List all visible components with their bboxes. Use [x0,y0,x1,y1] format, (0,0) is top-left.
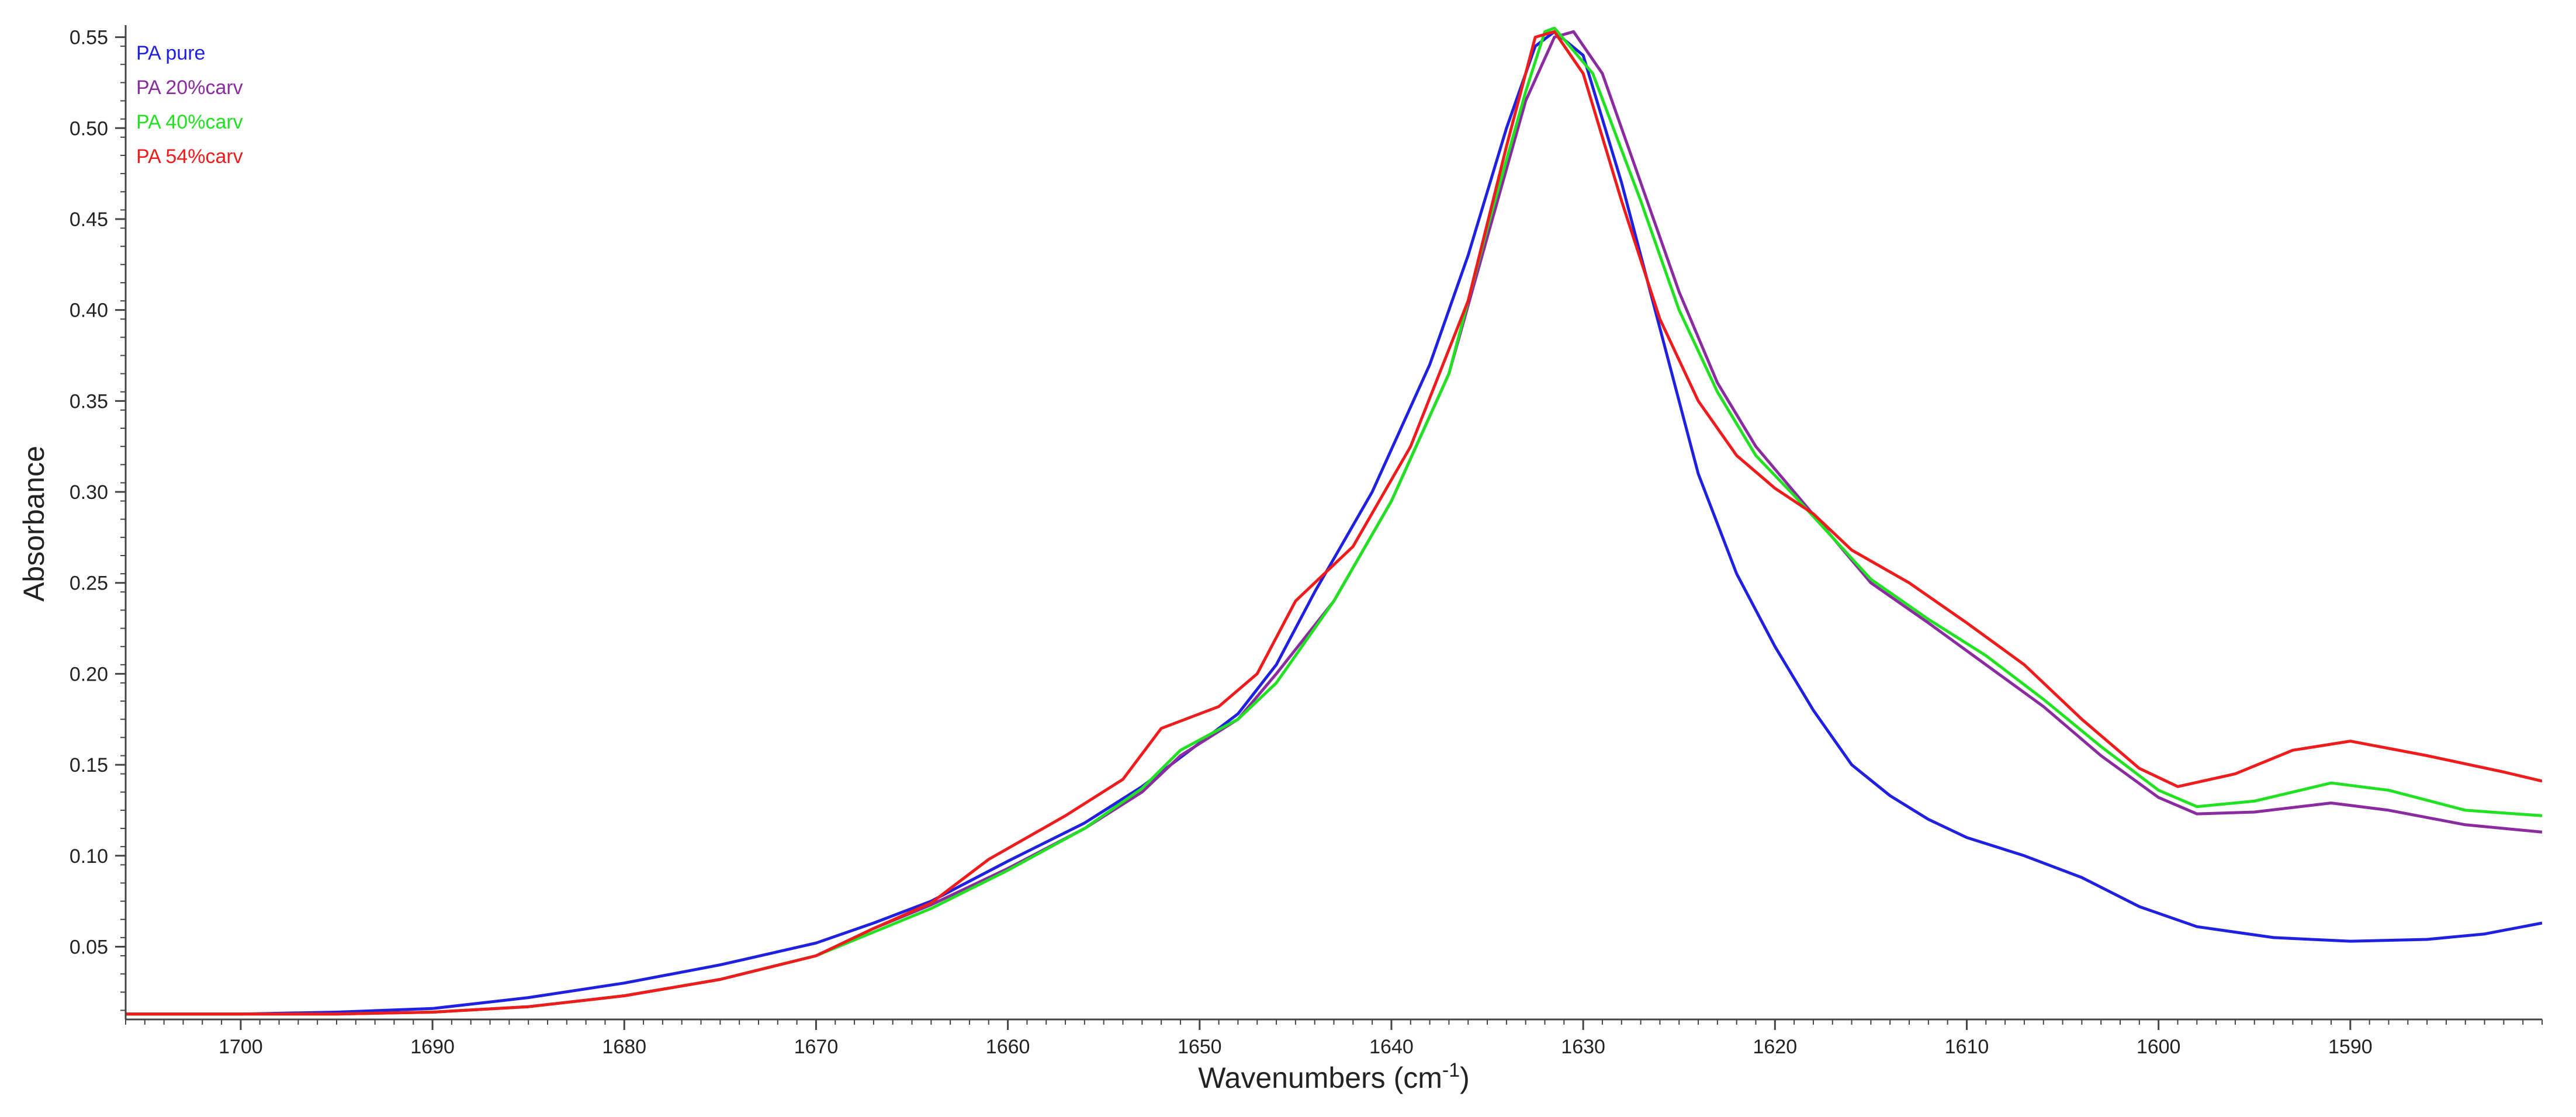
y-tick-label: 0.30 [70,481,108,504]
x-axis-title: Wavenumbers (cm-1) [1198,1059,1470,1094]
y-tick-label: 0.45 [70,209,108,231]
x-tick-label: 1600 [2137,1036,2181,1058]
y-tick-label: 0.50 [70,117,108,140]
legend-entry-1: PA pure [136,42,205,64]
x-tick-label: 1660 [986,1036,1030,1058]
x-tick-label: 1590 [2328,1036,2373,1058]
y-tick-label: 0.15 [70,754,108,776]
series-line-3 [126,27,2542,1016]
x-tick-label: 1700 [219,1036,263,1058]
y-tick-label: 0.55 [70,27,108,49]
y-axis-title: Absorbance [18,446,50,602]
y-tick-label: 0.10 [70,845,108,868]
y-tick-label: 0.25 [70,573,108,595]
x-tick-label: 1690 [410,1036,455,1058]
x-tick-label: 1640 [1369,1036,1414,1058]
y-tick-label: 0.35 [70,390,108,412]
series-line-1 [126,30,2542,1016]
x-tick-label: 1630 [1561,1036,1605,1058]
y-tick-label: 0.20 [70,663,108,685]
legend-entry-3: PA 40%carv [136,111,243,133]
plot-lines [126,27,2542,1016]
y-tick-label: 0.05 [70,936,108,958]
x-tick-label: 1680 [602,1036,646,1058]
x-tick-label: 1650 [1178,1036,1222,1058]
legend-entry-2: PA 20%carv [136,77,243,99]
y-ticks: 0.05 0.10 0.15 0.20 0.25 0.30 0.35 0.40 0.45 0.50… [70,27,126,958]
minor-ticks [120,46,2543,1025]
series-line-4 [126,30,2542,1016]
y-tick-label: 0.40 [70,300,108,322]
x-tick-label: 1620 [1753,1036,1797,1058]
legend: PA pure PA 20%carv PA 40%carv PA 54%carv [136,42,243,168]
x-tick-label: 1670 [794,1036,839,1058]
x-axis-title-superscript: -1 [1442,1059,1460,1081]
axes [124,25,2542,1021]
x-tick-label: 1610 [1945,1036,1989,1058]
series-line-2 [126,30,2542,1016]
x-ticks: 1700 1690 1680 1670 1660 1650 1640 1630 1620 1610… [219,1019,2373,1058]
legend-entry-4: PA 54%carv [136,145,243,168]
